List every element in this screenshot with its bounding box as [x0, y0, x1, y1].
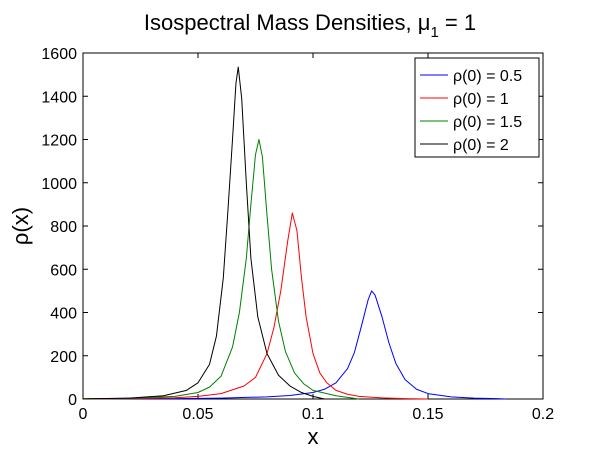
axis-ticks: 0 0.05 0.1 0.15 0.2 0 200 400 600 800 1000 1200 1400…: [41, 46, 554, 423]
y-tick-label: 1200: [41, 133, 77, 150]
y-tick-label: 1000: [41, 176, 77, 193]
chart-title-subscript: 1: [430, 24, 438, 41]
legend-label-1: ρ(0) = 0.5: [453, 68, 522, 85]
y-tick-label: 1400: [41, 89, 77, 106]
x-tick-label: 0: [79, 406, 88, 423]
x-tick-label: 0.1: [302, 406, 324, 423]
y-tick-label: 800: [50, 219, 77, 236]
legend-label-4: ρ(0) = 2: [453, 137, 509, 154]
chart-title-main: Isospectral Mass Densities, μ: [144, 10, 431, 35]
x-axis-title: x: [308, 424, 319, 449]
x-tick-label: 0.2: [532, 406, 554, 423]
x-tick-label: 0.05: [182, 406, 213, 423]
y-tick-label: 200: [50, 349, 77, 366]
legend-label-2: ρ(0) = 1: [453, 91, 509, 108]
y-tick-label: 400: [50, 306, 77, 323]
series-line-4: [82, 66, 325, 400]
legend-label-3: ρ(0) = 1.5: [453, 114, 522, 131]
series-line-2: [82, 212, 429, 400]
y-tick-label: 600: [50, 262, 77, 279]
series-lines: [82, 66, 507, 400]
y-axis-title: ρ(x): [8, 207, 33, 245]
x-tick-label: 0.15: [412, 406, 443, 423]
y-tick-label: 1600: [41, 46, 77, 63]
y-tick-label: 0: [68, 392, 77, 409]
series-line-1: [82, 290, 507, 400]
chart-title: Isospectral Mass Densities, μ1 = 1: [144, 10, 476, 41]
legend: ρ(0) = 0.5 ρ(0) = 1 ρ(0) = 1.5 ρ(0) = 2: [414, 57, 540, 158]
chart-title-suffix: = 1: [439, 10, 476, 35]
series-line-3: [82, 139, 360, 400]
